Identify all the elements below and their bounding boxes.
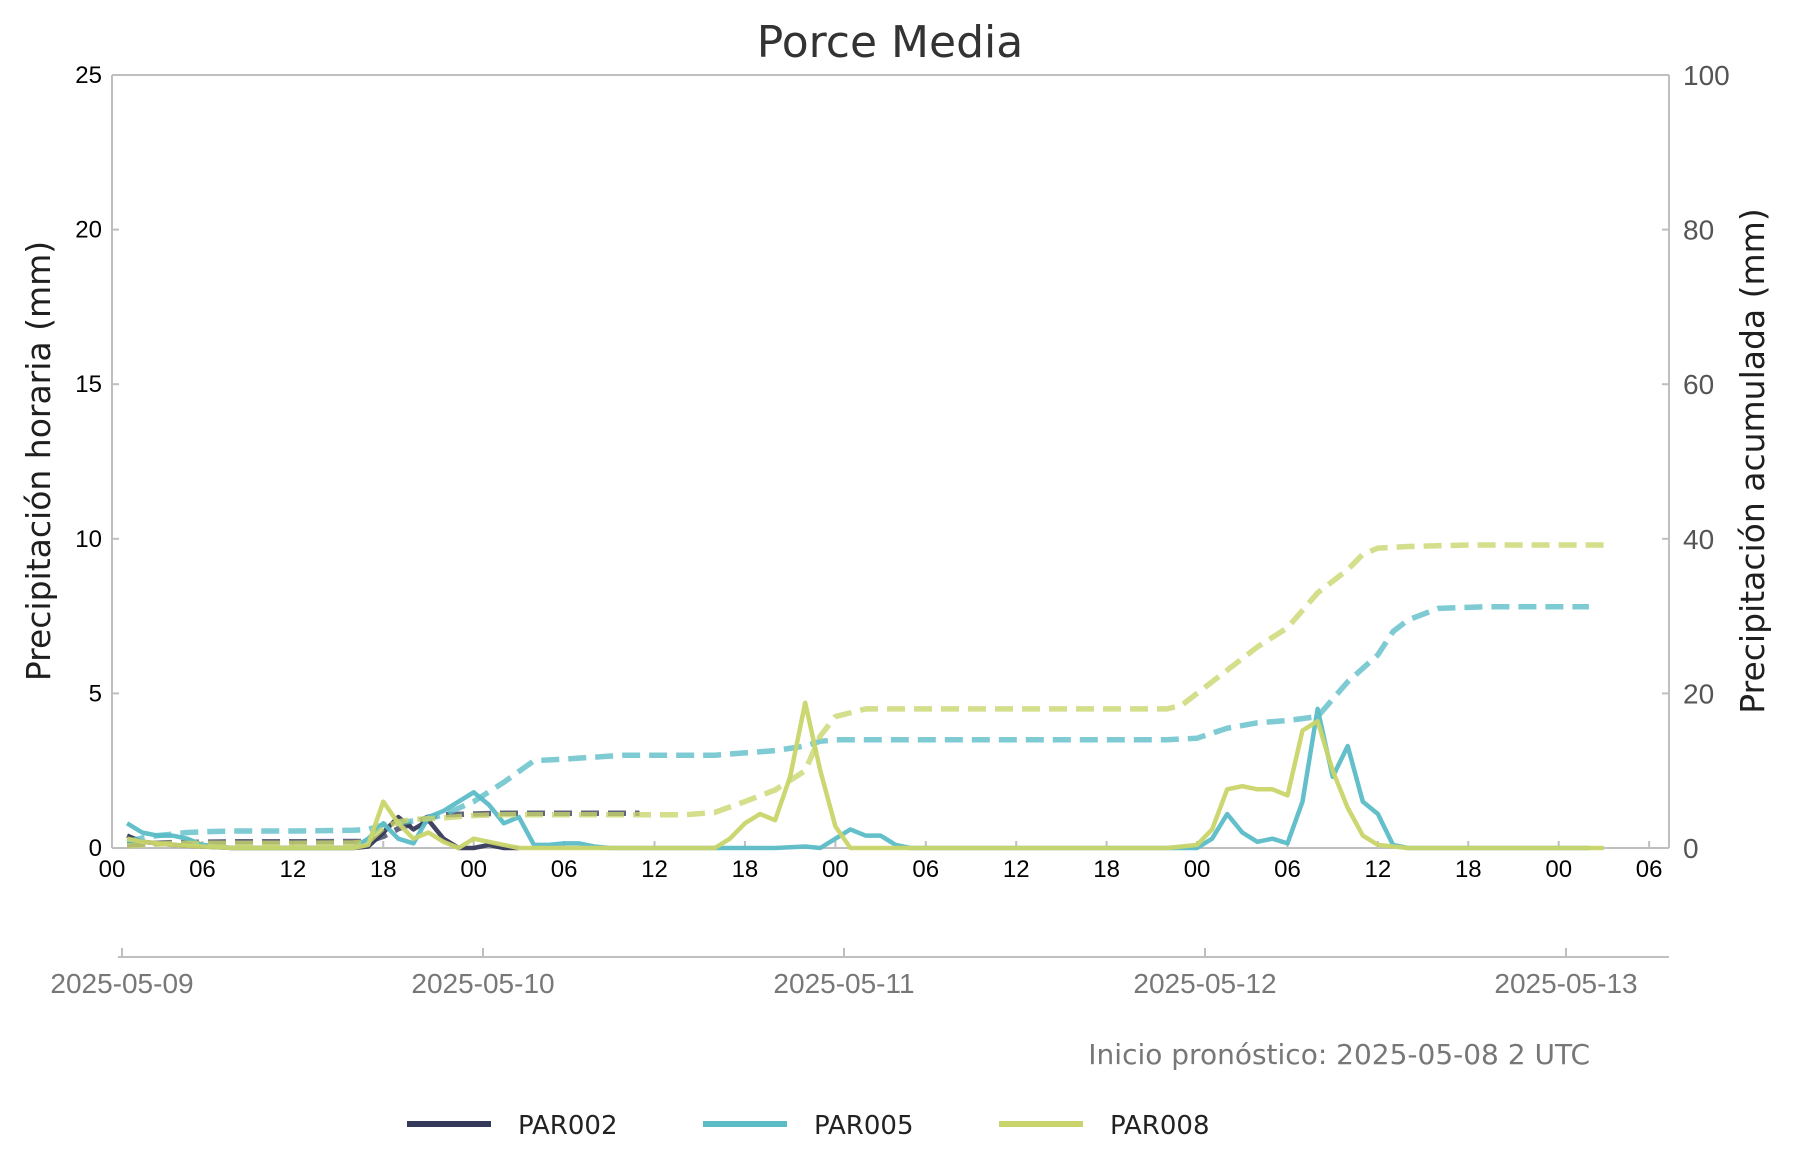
left-axis-ticks: 0 5 10 15 20 25 xyxy=(75,62,119,862)
hour-tick-label: 06 xyxy=(551,856,578,883)
series-par005-cumulative-line xyxy=(126,604,1589,845)
plot-frame xyxy=(111,74,1670,849)
left-tick-label: 20 xyxy=(75,217,102,244)
right-tick-label: 20 xyxy=(1683,678,1714,709)
forecast-start-note: Inicio pronóstico: 2025-05-08 2 UTC xyxy=(1088,1038,1590,1071)
chart-title: Porce Media xyxy=(757,17,1023,68)
hour-tick-label: 00 xyxy=(460,856,487,883)
hour-tick-label: 12 xyxy=(1003,856,1030,883)
hour-tick-label: 00 xyxy=(1545,856,1572,883)
right-tick-label: 60 xyxy=(1683,369,1714,400)
hour-tick-label: 06 xyxy=(1636,856,1663,883)
series-par005-hourly-line xyxy=(125,706,1589,851)
hour-tick-label: 18 xyxy=(1455,856,1482,883)
right-tick-label: 0 xyxy=(1683,833,1699,864)
series-layer xyxy=(125,542,1604,851)
hour-tick-label: 06 xyxy=(189,856,216,883)
hour-tick-label: 12 xyxy=(1365,856,1392,883)
date-tick-label: 2025-05-12 xyxy=(1133,968,1276,999)
date-axis-ticks: 2025-05-09 2025-05-10 2025-05-11 2025-05-12… xyxy=(50,948,1638,999)
hour-tick-label: 18 xyxy=(732,856,759,883)
hour-tick-label: 00 xyxy=(822,856,849,883)
date-tick-label: 2025-05-10 xyxy=(411,968,554,999)
hour-tick-label: 12 xyxy=(641,856,668,883)
right-axis-ticks: 0 20 40 60 80 100 xyxy=(1662,60,1730,864)
hour-axis-ticks: 00 06 12 18 00 06 12 18 00 06 12 18 00 06 12 18 00 06 xyxy=(99,841,1663,883)
right-tick-label: 80 xyxy=(1683,215,1714,246)
right-tick-label: 100 xyxy=(1683,60,1730,91)
date-tick-label: 2025-05-13 xyxy=(1494,968,1637,999)
hour-tick-label: 06 xyxy=(1274,856,1301,883)
right-tick-label: 40 xyxy=(1683,524,1714,555)
hour-tick-label: 12 xyxy=(279,856,306,883)
date-tick-label: 2025-05-09 xyxy=(50,968,193,999)
legend-label-par002: PAR002 xyxy=(518,1111,618,1141)
left-tick-label: 10 xyxy=(75,526,102,553)
legend-label-par008: PAR008 xyxy=(1110,1111,1210,1141)
left-tick-label: 25 xyxy=(75,62,102,89)
left-tick-label: 0 xyxy=(89,835,102,862)
left-axis-label: Precipitación horaria (mm) xyxy=(19,241,58,681)
hour-tick-label: 18 xyxy=(1093,856,1120,883)
left-tick-label: 15 xyxy=(75,371,102,398)
series-par008-cumulative-line xyxy=(126,542,1604,849)
left-tick-label: 5 xyxy=(89,680,102,707)
date-tick-label: 2025-05-11 xyxy=(773,968,914,999)
series-par008-hourly-line xyxy=(126,700,1604,851)
hour-tick-label: 06 xyxy=(912,856,939,883)
hour-tick-label: 00 xyxy=(1184,856,1211,883)
legend-label-par005: PAR005 xyxy=(814,1111,914,1141)
hour-tick-label: 00 xyxy=(99,856,126,883)
legend: PAR002 PAR005 PAR008 xyxy=(407,1111,1210,1141)
hour-tick-label: 18 xyxy=(370,856,397,883)
right-axis-label: Precipitación acumulada (mm) xyxy=(1733,208,1772,713)
